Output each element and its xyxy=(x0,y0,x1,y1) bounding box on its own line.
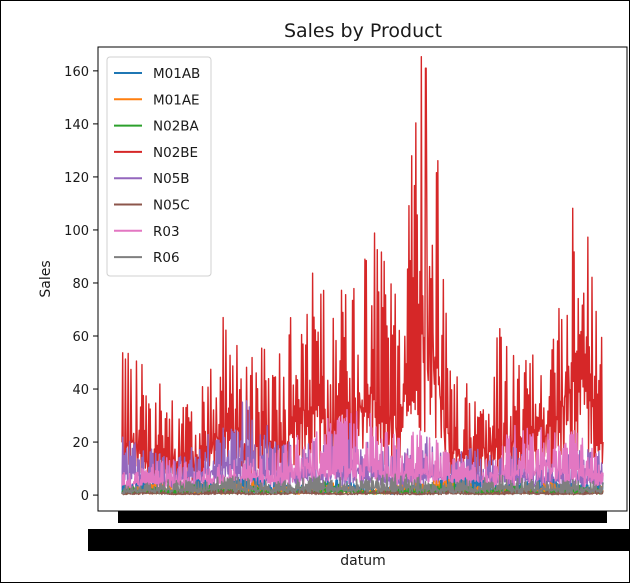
legend-label-m01ab: M01AB xyxy=(153,66,200,82)
chart-title: Sales by Product xyxy=(284,20,442,42)
x-axis-label: datum xyxy=(340,553,385,569)
series-line-r06 xyxy=(121,473,604,495)
legend-label-n05b: N05B xyxy=(153,171,190,187)
legend: M01AB M01AE N02BA N02BE N05B N05C R03 R06 xyxy=(106,56,212,277)
legend-label-n02ba: N02BA xyxy=(153,119,200,135)
y-axis-label: Sales xyxy=(38,260,54,297)
y-tick-label: 20 xyxy=(72,436,89,451)
legend-label-r03: R03 xyxy=(153,224,180,240)
y-tick-label: 0 xyxy=(81,489,89,504)
legend-items: M01AB M01AE N02BA N02BE N05B N05C R03 R06 xyxy=(114,66,200,266)
legend-label-m01ae: M01AE xyxy=(153,92,200,108)
series-layer xyxy=(121,56,604,496)
legend-label-n05c: N05C xyxy=(153,198,190,214)
y-tick-label: 140 xyxy=(64,118,89,133)
plot-area: 0 20 40 60 80 100 120 140 160 xyxy=(64,46,629,551)
y-tick-label: 120 xyxy=(64,171,89,186)
x-tick-labels-overlap xyxy=(88,529,629,551)
y-tick-label: 100 xyxy=(64,224,89,239)
x-tick-band xyxy=(118,511,607,523)
legend-box xyxy=(106,56,212,277)
x-axis-ticks xyxy=(88,511,629,551)
y-tick-label: 40 xyxy=(72,383,89,398)
y-tick-label: 160 xyxy=(64,65,89,80)
y-tick-label: 60 xyxy=(72,330,89,345)
series-line-r03 xyxy=(121,409,604,492)
legend-label-n02be: N02BE xyxy=(153,145,198,161)
y-tick-label: 80 xyxy=(72,277,89,292)
legend-label-r06: R06 xyxy=(153,250,180,266)
y-axis-ticks: 0 20 40 60 80 100 120 140 160 xyxy=(64,65,98,504)
